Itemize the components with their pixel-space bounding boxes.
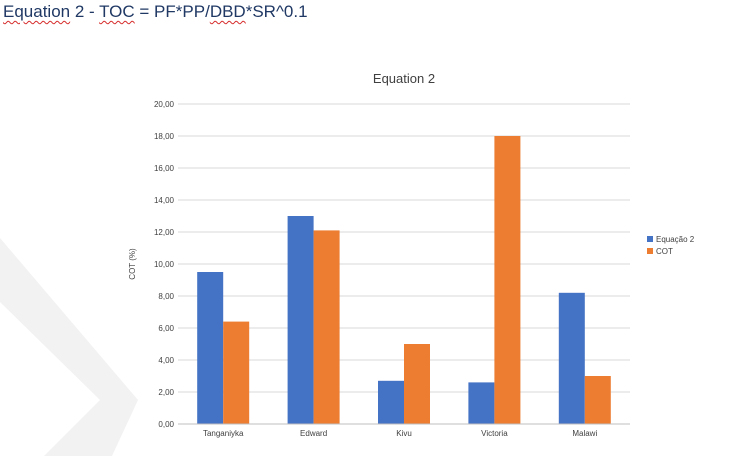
title-segment: 2 - xyxy=(70,2,100,21)
bar-cot xyxy=(584,376,611,424)
y-tick-label: 18,00 xyxy=(154,132,175,141)
legend-swatch xyxy=(647,248,653,254)
bar-cot xyxy=(404,344,430,424)
y-tick-label: 8,00 xyxy=(158,292,174,301)
y-tick-label: 2,00 xyxy=(158,388,174,397)
chart-title: Equation 2 xyxy=(373,71,435,86)
x-tick-label: Malawi xyxy=(572,429,597,438)
bar-cot xyxy=(313,230,340,424)
bar-equacao2 xyxy=(378,380,404,424)
x-tick-label: Edward xyxy=(300,429,327,438)
title-segment: = PF*PP/ xyxy=(134,2,210,21)
x-tick-label: Victoria xyxy=(481,429,508,438)
y-tick-label: 10,00 xyxy=(154,260,175,269)
legend-label: Equação 2 xyxy=(656,235,695,244)
x-tick-label: Kivu xyxy=(396,429,412,438)
title-dbd-word: DBD xyxy=(209,2,246,21)
x-tick-label: Tanganiyka xyxy=(203,429,244,438)
bar-cot xyxy=(223,321,250,424)
title-segment: *SR^0.1 xyxy=(245,2,308,21)
y-tick-label: 0,00 xyxy=(158,420,174,429)
bar-equacao2 xyxy=(468,382,495,424)
bar-equacao2 xyxy=(558,292,585,424)
y-tick-label: 20,00 xyxy=(154,100,175,109)
bar-equacao2 xyxy=(287,216,314,424)
y-tick-label: 6,00 xyxy=(158,324,174,333)
title-equation-word: Equation xyxy=(3,2,71,21)
bar-cot xyxy=(494,136,521,424)
legend-label: COT xyxy=(656,247,673,256)
y-tick-label: 16,00 xyxy=(154,164,175,173)
y-tick-label: 14,00 xyxy=(154,196,175,205)
y-tick-label: 12,00 xyxy=(154,228,175,237)
y-tick-label: 4,00 xyxy=(158,356,174,365)
title-toc-word: TOC xyxy=(99,2,135,21)
slide-title: Equation 2 - TOC = PF*PP/DBD*SR^0.1 xyxy=(3,2,308,22)
bar-equacao2 xyxy=(197,272,224,424)
y-axis-title: COT (%) xyxy=(128,248,137,280)
legend-swatch xyxy=(647,236,653,242)
